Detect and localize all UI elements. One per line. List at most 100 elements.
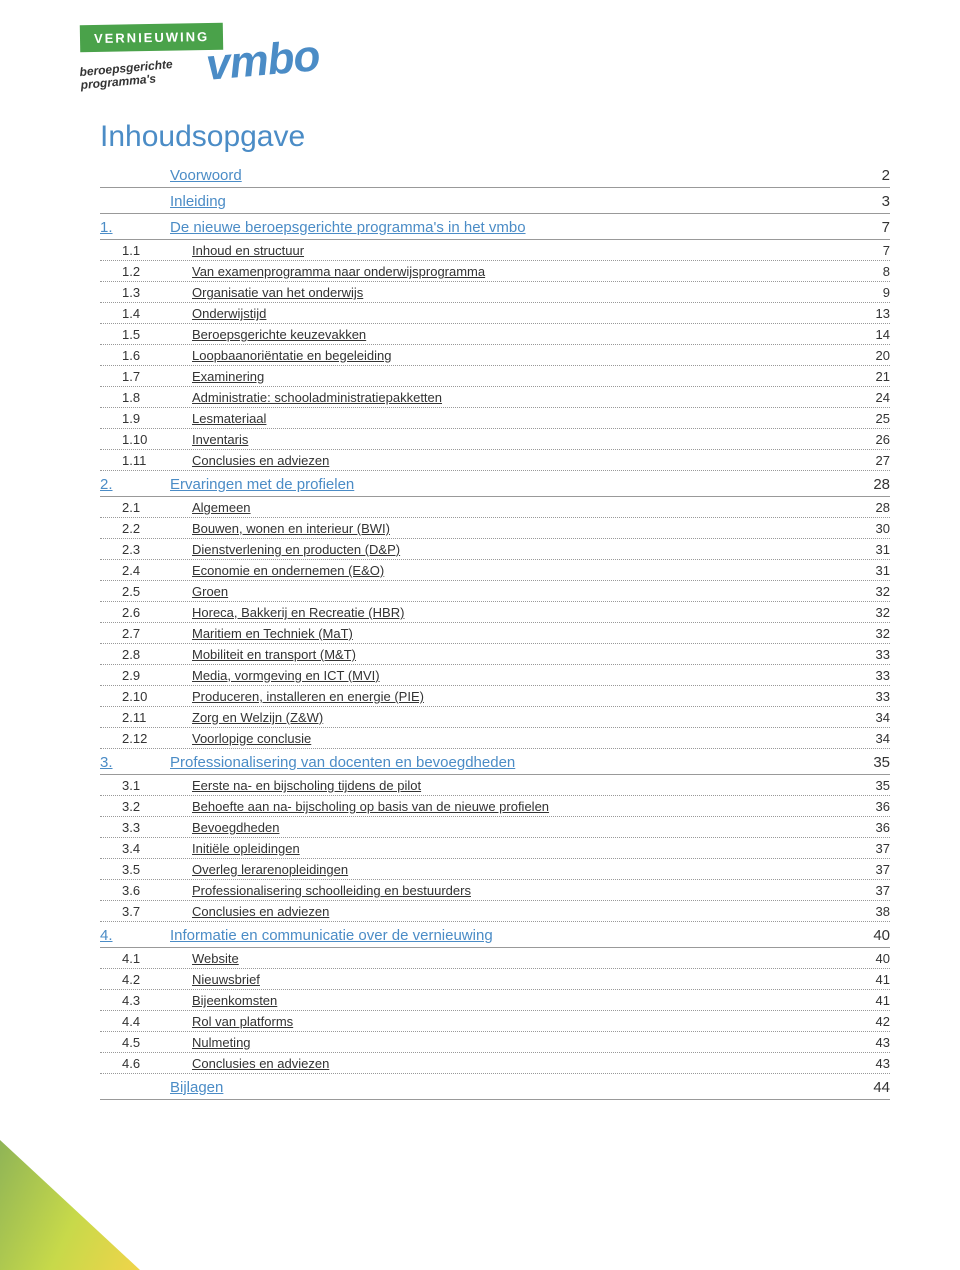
toc-row[interactable]: 1.8Administratie: schooladministratiepak… <box>100 387 890 408</box>
toc-page: 30 <box>860 521 890 536</box>
toc-row[interactable]: 2.12Voorlopige conclusie34 <box>100 728 890 749</box>
toc-row[interactable]: 1.4Onderwijstijd13 <box>100 303 890 324</box>
toc-row[interactable]: 1.1Inhoud en structuur7 <box>100 240 890 261</box>
toc-number: 1.2 <box>100 264 192 279</box>
toc-page: 36 <box>860 820 890 835</box>
toc-row[interactable]: 2.6Horeca, Bakkerij en Recreatie (HBR)32 <box>100 602 890 623</box>
toc-row[interactable]: 3.Professionalisering van docenten en be… <box>100 749 890 775</box>
toc-page: 40 <box>860 951 890 966</box>
toc-number: 2.10 <box>100 689 192 704</box>
toc-row[interactable]: 4.5Nulmeting43 <box>100 1032 890 1053</box>
toc-row[interactable]: 2.7Maritiem en Techniek (MaT)32 <box>100 623 890 644</box>
toc-label: Eerste na- en bijscholing tijdens de pil… <box>192 778 860 793</box>
page-title: Inhoudsopgave <box>100 120 890 154</box>
toc-label: Bouwen, wonen en interieur (BWI) <box>192 521 860 536</box>
toc-page: 32 <box>860 605 890 620</box>
toc-label: Website <box>192 951 860 966</box>
toc-label: Inhoud en structuur <box>192 243 860 258</box>
toc-row[interactable]: 4.6Conclusies en adviezen43 <box>100 1053 890 1074</box>
toc-row[interactable]: 2.8Mobiliteit en transport (M&T)33 <box>100 644 890 665</box>
toc-row[interactable]: 1.11Conclusies en adviezen27 <box>100 450 890 471</box>
toc-row[interactable]: 3.2Behoefte aan na- bijscholing op basis… <box>100 796 890 817</box>
toc-number: 2.7 <box>100 626 192 641</box>
toc-number: 2.2 <box>100 521 192 536</box>
toc-row[interactable]: 1.9Lesmateriaal25 <box>100 408 890 429</box>
toc-row[interactable]: 3.4Initiële opleidingen37 <box>100 838 890 859</box>
toc-label: Conclusies en adviezen <box>192 1056 860 1071</box>
toc-page: 37 <box>860 862 890 877</box>
toc-label: Inventaris <box>192 432 860 447</box>
toc-page: 41 <box>860 993 890 1008</box>
toc-number: 4.1 <box>100 951 192 966</box>
toc-row[interactable]: 2.1Algemeen28 <box>100 497 890 518</box>
toc-row[interactable]: 2.3Dienstverlening en producten (D&P)31 <box>100 539 890 560</box>
toc-row[interactable]: 4.4Rol van platforms42 <box>100 1011 890 1032</box>
toc-page: 8 <box>860 264 890 279</box>
toc-row[interactable]: 3.1Eerste na- en bijscholing tijdens de … <box>100 775 890 796</box>
toc-page: 32 <box>860 584 890 599</box>
toc-label: Van examenprogramma naar onderwijsprogra… <box>192 264 860 279</box>
toc-label: Conclusies en adviezen <box>192 453 860 468</box>
toc-page: 34 <box>860 710 890 725</box>
toc-number: 3.5 <box>100 862 192 877</box>
toc-row[interactable]: 2.11Zorg en Welzijn (Z&W)34 <box>100 707 890 728</box>
toc-row[interactable]: 1.6Loopbaanoriëntatie en begeleiding20 <box>100 345 890 366</box>
toc-label: Bijeenkomsten <box>192 993 860 1008</box>
toc-label: Nieuwsbrief <box>192 972 860 987</box>
toc-label: Nulmeting <box>192 1035 860 1050</box>
toc-page: 25 <box>860 411 890 426</box>
toc-number: 2.3 <box>100 542 192 557</box>
toc-row[interactable]: 2.9Media, vormgeving en ICT (MVI)33 <box>100 665 890 686</box>
toc-row[interactable]: 3.3Bevoegdheden36 <box>100 817 890 838</box>
toc-row[interactable]: 3.5Overleg lerarenopleidingen37 <box>100 859 890 880</box>
page-number: 1 <box>0 1225 960 1248</box>
toc-row[interactable]: Inleiding3 <box>100 188 890 214</box>
toc-label: Mobiliteit en transport (M&T) <box>192 647 860 662</box>
toc-page: 43 <box>860 1035 890 1050</box>
toc-number: 4.4 <box>100 1014 192 1029</box>
toc-row[interactable]: 1.5Beroepsgerichte keuzevakken14 <box>100 324 890 345</box>
toc-page: 13 <box>860 306 890 321</box>
toc-row[interactable]: 2.2Bouwen, wonen en interieur (BWI)30 <box>100 518 890 539</box>
toc-row[interactable]: 1.2Van examenprogramma naar onderwijspro… <box>100 261 890 282</box>
toc-row[interactable]: 1.3Organisatie van het onderwijs9 <box>100 282 890 303</box>
toc-number: 1.5 <box>100 327 192 342</box>
toc-row[interactable]: 4.1Website40 <box>100 948 890 969</box>
toc-number: 4. <box>100 927 170 944</box>
toc-row[interactable]: Bijlagen44 <box>100 1074 890 1100</box>
toc-row[interactable]: 1.De nieuwe beroepsgerichte programma's … <box>100 214 890 240</box>
toc-label: Conclusies en adviezen <box>192 904 860 919</box>
toc-row[interactable]: 4.3Bijeenkomsten41 <box>100 990 890 1011</box>
toc-row[interactable]: 3.6Professionalisering schoolleiding en … <box>100 880 890 901</box>
toc-page: 37 <box>860 883 890 898</box>
toc-label: Maritiem en Techniek (MaT) <box>192 626 860 641</box>
toc-page: 7 <box>860 219 890 236</box>
toc-label: Initiële opleidingen <box>192 841 860 856</box>
logo-main: vmbo <box>204 31 321 91</box>
toc-row[interactable]: 4.Informatie en communicatie over de ver… <box>100 922 890 948</box>
toc-row[interactable]: 2.Ervaringen met de profielen28 <box>100 471 890 497</box>
toc-label: De nieuwe beroepsgerichte programma's in… <box>170 219 860 236</box>
toc-page: 33 <box>860 668 890 683</box>
toc-label: Horeca, Bakkerij en Recreatie (HBR) <box>192 605 860 620</box>
toc-number: 4.3 <box>100 993 192 1008</box>
toc-label: Algemeen <box>192 500 860 515</box>
toc-label: Voorlopige conclusie <box>192 731 860 746</box>
toc-row[interactable]: 2.10Produceren, installeren en energie (… <box>100 686 890 707</box>
toc-row[interactable]: Voorwoord2 <box>100 162 890 188</box>
toc-label: Onderwijstijd <box>192 306 860 321</box>
toc-number: 1.6 <box>100 348 192 363</box>
toc-number: 1.10 <box>100 432 192 447</box>
logo-tag: VERNIEUWING <box>80 23 224 52</box>
toc-row[interactable]: 4.2Nieuwsbrief41 <box>100 969 890 990</box>
toc-row[interactable]: 1.7Examinering21 <box>100 366 890 387</box>
toc-row[interactable]: 1.10Inventaris26 <box>100 429 890 450</box>
toc-page: 31 <box>860 563 890 578</box>
toc-number: 4.6 <box>100 1056 192 1071</box>
toc-page: 31 <box>860 542 890 557</box>
toc-row[interactable]: 3.7Conclusies en adviezen38 <box>100 901 890 922</box>
toc-row[interactable]: 2.5Groen32 <box>100 581 890 602</box>
toc-label: Media, vormgeving en ICT (MVI) <box>192 668 860 683</box>
toc-number: 2.1 <box>100 500 192 515</box>
toc-row[interactable]: 2.4Economie en ondernemen (E&O)31 <box>100 560 890 581</box>
